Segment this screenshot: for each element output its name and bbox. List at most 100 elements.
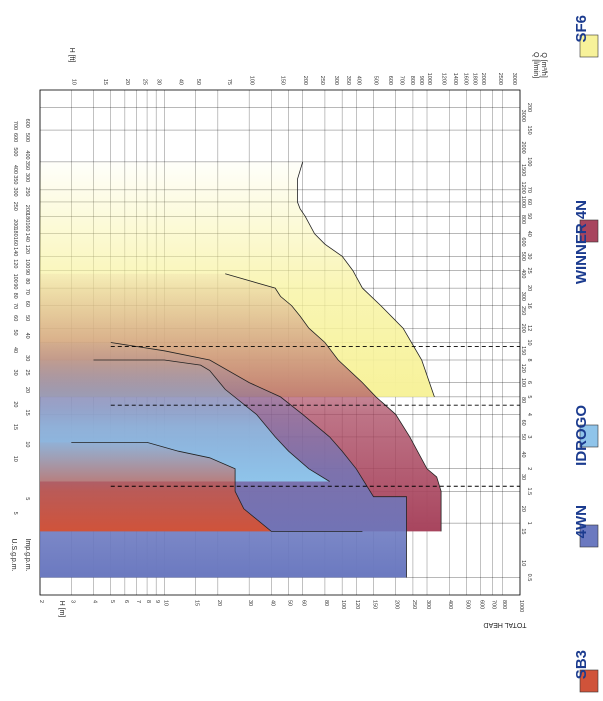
- head-tick-ft: 15: [102, 79, 108, 85]
- flow-tick-usgpm: 50: [12, 329, 18, 335]
- head-tick-m: 100: [340, 600, 346, 609]
- head-tick-m: 1000: [518, 600, 524, 612]
- flow-tick-lmin: 40: [520, 451, 526, 457]
- legend-label: SB3: [573, 650, 590, 679]
- head-tick-m: 600: [479, 600, 485, 609]
- flow-tick-m3h: 50: [526, 213, 532, 219]
- head-tick-m: 60: [301, 600, 307, 606]
- flow-tick-lmin: 1000: [520, 196, 526, 208]
- flow-tick-impgpm: 20: [24, 387, 30, 393]
- flow-tick-impgpm: 300: [24, 173, 30, 182]
- axis-title-usgpm: U.S.g.p.m.: [10, 538, 17, 571]
- flow-tick-usgpm: 700: [12, 121, 18, 130]
- axis-title-hft: H [ft]: [68, 48, 75, 63]
- legend-item-idrogo: IDROGO: [573, 405, 599, 466]
- axis-title-total-head: TOTAL HEAD: [483, 621, 526, 628]
- curve-sf6: [297, 161, 435, 398]
- flow-tick-m3h: 1.5: [526, 487, 532, 495]
- flow-tick-usgpm: 600: [12, 133, 18, 142]
- flow-tick-impgpm: 120: [24, 245, 30, 254]
- flow-tick-lmin: 400: [520, 269, 526, 278]
- flow-tick-labels: 0.5 1 1.5 2 3 4 5 6 8 10 12 16 20 25 30 40 50 60 70 100 150 2…: [12, 103, 532, 581]
- flow-tick-lmin: 800: [520, 215, 526, 224]
- flow-tick-impgpm: 50: [24, 315, 30, 321]
- flow-tick-usgpm: 350: [12, 175, 18, 184]
- curve-sb3: [71, 442, 363, 532]
- head-tick-ft: 700: [399, 76, 405, 85]
- flow-tick-lmin: 80: [520, 397, 526, 403]
- head-tick-m: 50: [287, 600, 293, 606]
- curve-winner-4n: [225, 273, 442, 532]
- head-tick-ft: 1600: [463, 73, 469, 85]
- head-tick-m: 6: [123, 600, 129, 603]
- flow-tick-usgpm: 140: [12, 247, 18, 256]
- head-tick-ft: 100: [248, 76, 254, 85]
- flow-tick-impgpm: 600: [24, 119, 30, 128]
- flow-tick-m3h: 3: [526, 435, 532, 438]
- head-tick-m: 10: [162, 600, 168, 606]
- flow-tick-m3h: 0.5: [526, 574, 532, 582]
- head-tick-m: 30: [247, 600, 253, 606]
- head-tick-m: 7: [135, 600, 141, 603]
- head-tick-m: 700: [490, 600, 496, 609]
- legend-swatch: [579, 34, 599, 58]
- head-tick-ft: 600: [387, 76, 393, 85]
- flow-tick-m3h: 60: [526, 199, 532, 205]
- flow-tick-impgpm: 80: [24, 278, 30, 284]
- head-tick-m: 4: [92, 600, 98, 603]
- flow-tick-impgpm: 30: [24, 355, 30, 361]
- flow-tick-impgpm: 350: [24, 161, 30, 170]
- flow-tick-lmin: 100: [520, 378, 526, 387]
- head-tick-ft: 400: [355, 76, 361, 85]
- flow-tick-impgpm: 25: [24, 369, 30, 375]
- flow-tick-m3h: 6: [526, 381, 532, 384]
- head-tick-ft: 2500: [497, 73, 503, 85]
- flow-tick-usgpm: 400: [12, 165, 18, 174]
- curve-4wn: [110, 342, 407, 578]
- flow-tick-m3h: 2: [526, 467, 532, 470]
- flow-tick-lmin: 600: [520, 237, 526, 246]
- head-tick-m: 300: [425, 600, 431, 609]
- area-sb3: [40, 442, 363, 532]
- legend-item-winner-4n: WINNER 4N: [573, 200, 599, 284]
- flow-tick-usgpm: 30: [12, 370, 18, 376]
- head-tick-m: 250: [411, 600, 417, 609]
- flow-tick-impgpm: 180: [24, 213, 30, 222]
- flow-tick-lmin: 120: [520, 364, 526, 373]
- flow-tick-lmin: 20: [520, 506, 526, 512]
- head-tick-ft: 20: [124, 79, 130, 85]
- legend-swatch: [579, 219, 599, 243]
- flow-tick-impgpm: 160: [24, 222, 30, 231]
- flow-tick-m3h: 16: [526, 303, 532, 309]
- flow-tick-usgpm: 10: [12, 456, 18, 462]
- flow-tick-impgpm: 250: [24, 187, 30, 196]
- flow-tick-m3h: 1: [526, 522, 532, 525]
- flow-tick-lmin: 50: [520, 434, 526, 440]
- head-tick-m: 9: [154, 600, 160, 603]
- head-tick-ft: 40: [178, 79, 184, 85]
- flow-tick-usgpm: 120: [12, 259, 18, 268]
- flow-tick-m3h: 4: [526, 413, 532, 416]
- axis-title-ql: Q [l/min]: [532, 52, 539, 78]
- head-tick-ft: 50: [195, 79, 201, 85]
- head-tick-m: 20: [216, 600, 222, 606]
- head-tick-ft: 1800: [472, 73, 478, 85]
- flow-tick-usgpm: 200: [12, 219, 18, 228]
- legend-swatch: [579, 524, 599, 548]
- head-tick-ft: 1200: [440, 73, 446, 85]
- flow-tick-lmin: 3000: [520, 110, 526, 122]
- flow-tick-usgpm: 15: [12, 424, 18, 430]
- flow-tick-m3h: 5: [526, 395, 532, 398]
- head-tick-m: 150: [371, 600, 377, 609]
- flow-tick-usgpm: 70: [12, 303, 18, 309]
- flow-tick-m3h: 200: [526, 103, 532, 112]
- flow-tick-usgpm: 500: [12, 147, 18, 156]
- head-tick-ft: 3000: [511, 73, 517, 85]
- head-tick-ft: 1000: [426, 73, 432, 85]
- head-tick-ft: 200: [302, 76, 308, 85]
- head-tick-m: 400: [447, 600, 453, 609]
- head-tick-m: 500: [464, 600, 470, 609]
- legend-swatch: [579, 424, 599, 448]
- head-tick-ft: 30: [155, 79, 161, 85]
